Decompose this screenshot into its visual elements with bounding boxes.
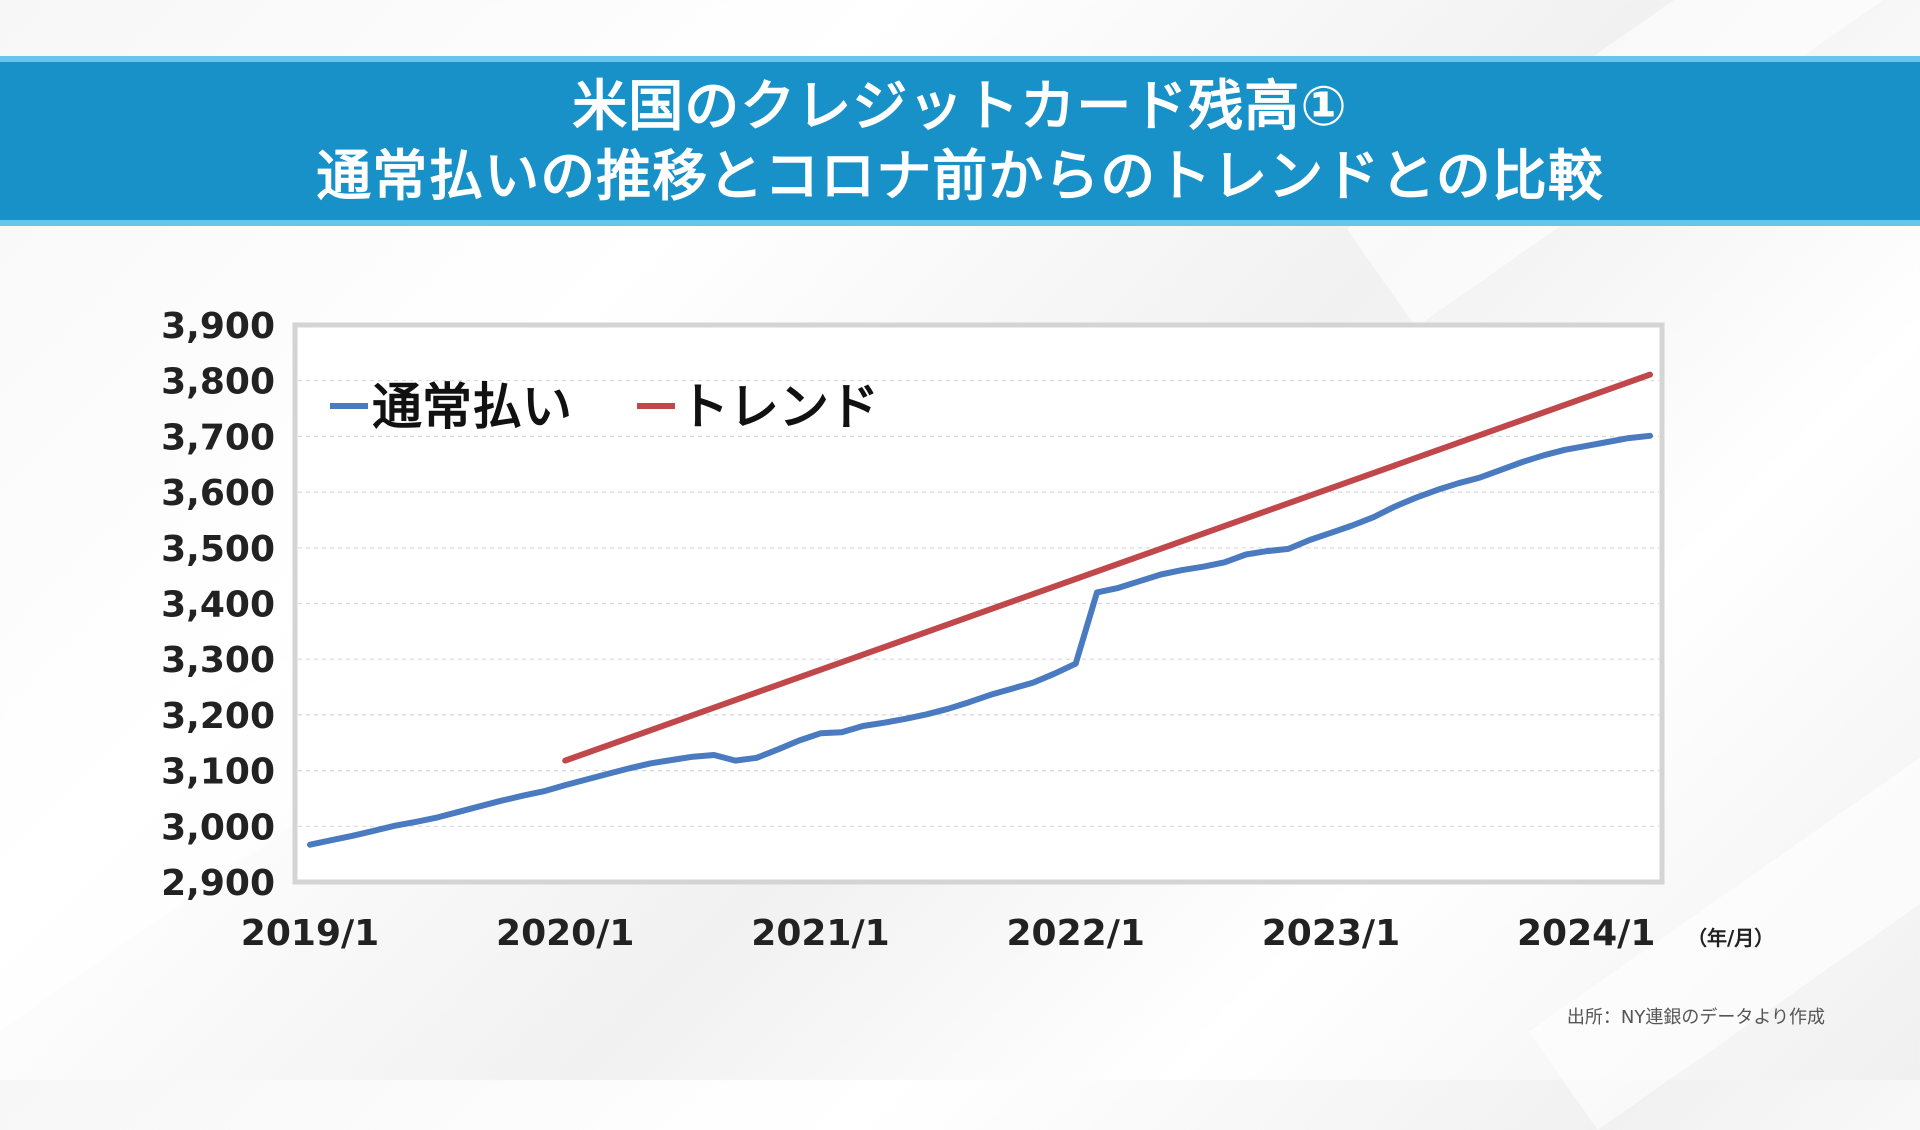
x-tick-label: 2019/1: [241, 913, 379, 954]
y-tick-label: 3,800: [161, 362, 275, 403]
y-tick-label: 3,500: [161, 529, 275, 570]
x-tick-label: 2023/1: [1262, 913, 1400, 954]
line-chart: 3,900 3,800 3,700 3,600 3,500 3,400 3,300 3,200…: [161, 306, 1775, 954]
legend-label-trend: トレンド: [679, 378, 879, 436]
y-tick-label: 3,900: [161, 306, 275, 347]
title-banner: 米国のクレジットカード残高① 通常払いの推移とコロナ前からのトレンドとの比較: [0, 56, 1920, 226]
x-axis-ticks: 2019/1 2020/1 2021/1 2022/1 2023/1 2024/1 （年/月…: [241, 913, 1775, 954]
title-line-1: 米国のクレジットカード残高①: [572, 74, 1348, 138]
y-tick-label: 2,900: [161, 863, 275, 904]
y-tick-label: 3,700: [161, 417, 275, 458]
series-line-trend: [562, 371, 1653, 764]
gridlines: [298, 380, 1659, 827]
y-tick-label: 3,100: [161, 752, 275, 793]
legend-label-regular: 通常払い: [372, 378, 572, 436]
series-line-regular: [307, 432, 1653, 848]
y-tick-label: 3,200: [161, 696, 275, 737]
title-line-2: 通常払いの推移とコロナ前からのトレンドとの比較: [316, 144, 1604, 208]
y-tick-label: 3,400: [161, 585, 275, 626]
y-axis-ticks: 3,900 3,800 3,700 3,600 3,500 3,400 3,300 3,200…: [161, 306, 275, 904]
x-tick-label: 2021/1: [751, 913, 889, 954]
legend: 通常払い トレンド: [330, 378, 879, 436]
x-tick-label: 2022/1: [1007, 913, 1145, 954]
source-note: 出所：NY連銀のデータより作成: [1566, 1007, 1825, 1028]
y-tick-label: 3,000: [161, 807, 275, 848]
x-tick-label: 2024/1: [1517, 913, 1655, 954]
x-tick-label: 2020/1: [496, 913, 634, 954]
y-tick-label: 3,600: [161, 473, 275, 514]
series-lines: [307, 371, 1653, 848]
x-unit-label: （年/月）: [1687, 926, 1774, 950]
y-tick-label: 3,300: [161, 640, 275, 681]
